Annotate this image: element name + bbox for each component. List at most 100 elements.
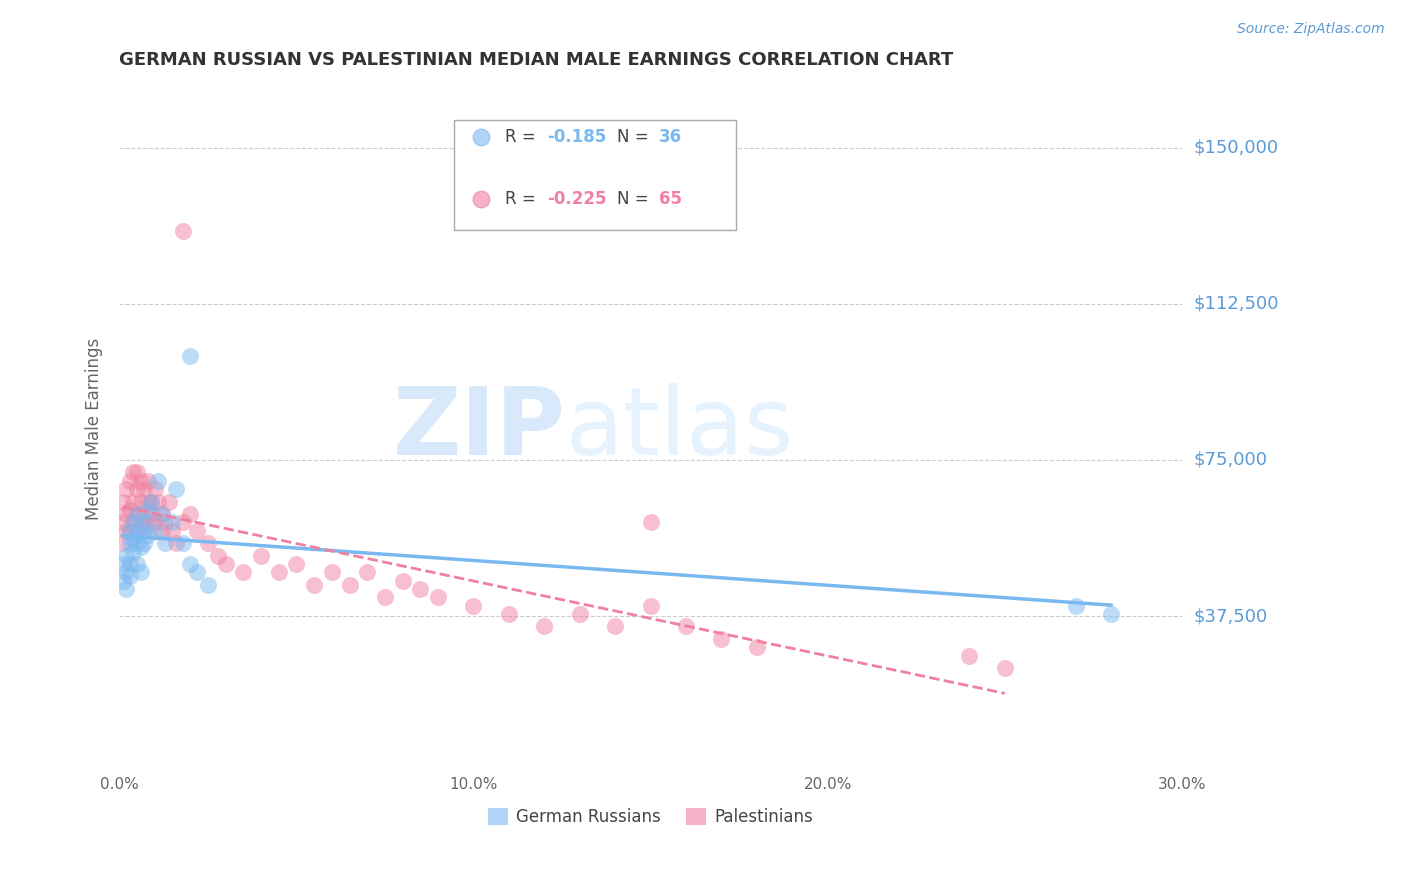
Point xyxy=(339,578,361,592)
Point xyxy=(132,507,155,521)
Point xyxy=(115,524,138,538)
Text: GERMAN RUSSIAN VS PALESTINIAN MEDIAN MALE EARNINGS CORRELATION CHART: GERMAN RUSSIAN VS PALESTINIAN MEDIAN MAL… xyxy=(120,51,953,69)
Point xyxy=(179,507,201,521)
Point xyxy=(111,516,134,530)
Text: atlas: atlas xyxy=(565,383,794,475)
Point xyxy=(1064,599,1087,613)
Text: Source: ZipAtlas.com: Source: ZipAtlas.com xyxy=(1237,22,1385,37)
Point xyxy=(162,524,184,538)
Point xyxy=(285,557,308,571)
Point xyxy=(148,494,170,508)
Point xyxy=(250,549,273,563)
Point xyxy=(129,494,152,508)
Point xyxy=(141,494,163,508)
Point xyxy=(605,619,627,633)
Point xyxy=(122,532,145,546)
Point xyxy=(125,557,148,571)
Point xyxy=(115,482,138,496)
Point xyxy=(172,536,194,550)
Point xyxy=(498,607,520,621)
Point xyxy=(136,516,159,530)
Text: $75,000: $75,000 xyxy=(1194,451,1267,469)
Point xyxy=(115,582,138,596)
Point xyxy=(111,557,134,571)
Point xyxy=(115,549,138,563)
Point xyxy=(125,466,148,480)
Point xyxy=(118,557,141,571)
Y-axis label: Median Male Earnings: Median Male Earnings xyxy=(86,338,103,520)
Point xyxy=(111,574,134,588)
Point xyxy=(675,619,697,633)
Point xyxy=(186,524,208,538)
Point xyxy=(157,494,180,508)
Point xyxy=(232,566,254,580)
Point xyxy=(132,524,155,538)
Legend: German Russians, Palestinians: German Russians, Palestinians xyxy=(481,801,820,832)
Point xyxy=(155,516,177,530)
Point xyxy=(111,536,134,550)
Point xyxy=(150,524,173,538)
Point xyxy=(122,466,145,480)
Text: N =: N = xyxy=(617,128,654,146)
Point xyxy=(122,544,145,558)
Point xyxy=(125,507,148,521)
Text: -0.185: -0.185 xyxy=(547,128,607,146)
Point xyxy=(214,557,236,571)
FancyBboxPatch shape xyxy=(454,120,735,229)
Point xyxy=(994,661,1017,675)
Text: -0.225: -0.225 xyxy=(547,190,607,208)
Text: $150,000: $150,000 xyxy=(1194,139,1278,157)
Point xyxy=(150,507,173,521)
Point xyxy=(179,349,201,363)
Point xyxy=(141,494,163,508)
Text: N =: N = xyxy=(617,190,654,208)
Text: R =: R = xyxy=(505,190,541,208)
Point xyxy=(197,536,219,550)
Point xyxy=(302,578,325,592)
Point xyxy=(125,524,148,538)
Point xyxy=(118,474,141,488)
Text: ZIP: ZIP xyxy=(392,383,565,475)
Point xyxy=(1099,607,1122,621)
Point xyxy=(132,516,155,530)
Point xyxy=(172,516,194,530)
Point xyxy=(710,632,733,646)
Point xyxy=(463,599,485,613)
Point xyxy=(125,528,148,542)
Point xyxy=(374,591,396,605)
Point xyxy=(132,482,155,496)
Point xyxy=(186,566,208,580)
Point xyxy=(132,536,155,550)
Point xyxy=(172,224,194,238)
Point xyxy=(136,503,159,517)
Point xyxy=(118,536,141,550)
Text: 36: 36 xyxy=(659,128,682,146)
Point xyxy=(122,516,145,530)
Point xyxy=(143,516,166,530)
Point xyxy=(148,474,170,488)
Point xyxy=(533,619,555,633)
Point xyxy=(129,566,152,580)
Point xyxy=(640,516,662,530)
Point xyxy=(136,494,159,508)
Point xyxy=(957,648,980,663)
Point xyxy=(122,494,145,508)
Point xyxy=(165,536,187,550)
Point xyxy=(136,528,159,542)
Point xyxy=(129,524,152,538)
Text: 65: 65 xyxy=(659,190,682,208)
Point xyxy=(122,516,145,530)
Point xyxy=(321,566,343,580)
Point xyxy=(125,536,148,550)
Point xyxy=(165,482,187,496)
Text: $112,500: $112,500 xyxy=(1194,295,1278,313)
Point xyxy=(155,536,177,550)
Point xyxy=(118,569,141,583)
Point xyxy=(179,557,201,571)
Text: $37,500: $37,500 xyxy=(1194,607,1267,625)
Point xyxy=(150,507,173,521)
Point xyxy=(356,566,378,580)
Point xyxy=(141,507,163,521)
Point xyxy=(136,474,159,488)
Point xyxy=(143,482,166,496)
